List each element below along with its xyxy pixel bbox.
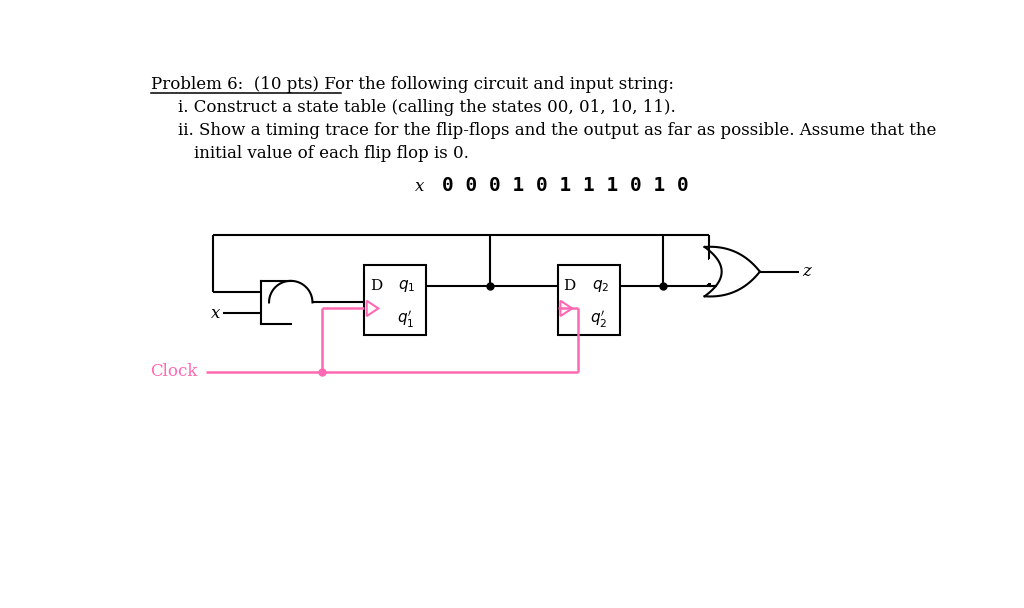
Text: D: D xyxy=(563,279,575,293)
Text: Problem 6:  (10 pts) For the following circuit and input string:: Problem 6: (10 pts) For the following ci… xyxy=(152,76,674,93)
Text: x: x xyxy=(211,305,220,322)
Bar xyxy=(365,266,426,335)
Text: x: x xyxy=(415,178,424,195)
Text: z: z xyxy=(803,263,811,280)
Text: $q_2'$: $q_2'$ xyxy=(591,309,607,330)
Text: $q_1$: $q_1$ xyxy=(398,278,416,294)
Text: $q_2$: $q_2$ xyxy=(592,278,609,294)
Text: Clock: Clock xyxy=(150,363,197,380)
Text: ii. Show a timing trace for the flip-flops and the output as far as possible. As: ii. Show a timing trace for the flip-flo… xyxy=(178,122,937,139)
Text: D: D xyxy=(370,279,382,293)
Text: 0 0 0 1 0 1 1 1 0 1 0: 0 0 0 1 0 1 1 1 0 1 0 xyxy=(442,176,688,195)
Text: i. Construct a state table (calling the states 00, 01, 10, 11).: i. Construct a state table (calling the … xyxy=(178,99,676,116)
Text: $q_1'$: $q_1'$ xyxy=(396,309,414,330)
Text: initial value of each flip flop is 0.: initial value of each flip flop is 0. xyxy=(194,145,469,162)
Bar xyxy=(558,266,621,335)
